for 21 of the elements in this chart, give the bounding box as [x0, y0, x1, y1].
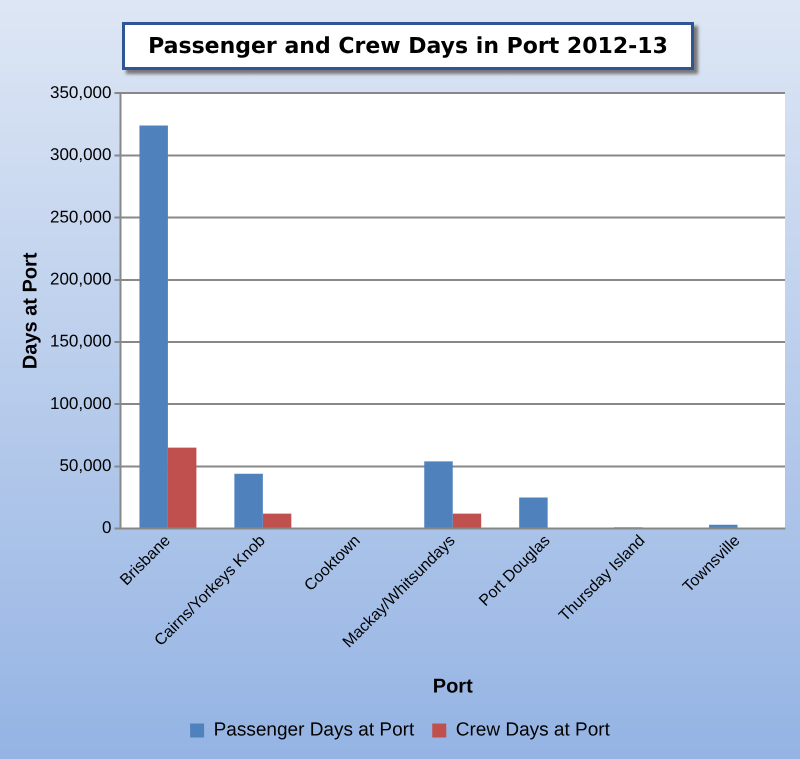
bar — [139, 126, 168, 528]
y-tick-label: 350,000 — [50, 82, 112, 102]
bar — [234, 474, 263, 528]
bar — [709, 524, 738, 528]
y-tick-label: 50,000 — [59, 456, 112, 476]
y-axis-title: Days at Port — [20, 252, 42, 370]
bar — [519, 497, 548, 528]
bar — [168, 448, 196, 528]
y-tick-label: 100,000 — [50, 394, 112, 413]
y-tick-label: 250,000 — [50, 207, 112, 226]
bar — [262, 514, 292, 528]
bar — [452, 514, 482, 528]
legend-label: Passenger Days at Port — [214, 720, 415, 741]
y-tick-label: 300,000 — [50, 145, 112, 164]
legend-label: Crew Days at Port — [456, 720, 611, 741]
y-tick-label: 150,000 — [50, 332, 112, 351]
chart-title: Passenger and Crew Days in Port 2012-13 — [122, 22, 694, 70]
y-tick-label: 0 — [102, 518, 112, 538]
bar — [424, 461, 453, 528]
x-axis-title: Port — [432, 676, 474, 698]
y-tick-label: 200,000 — [50, 269, 112, 288]
